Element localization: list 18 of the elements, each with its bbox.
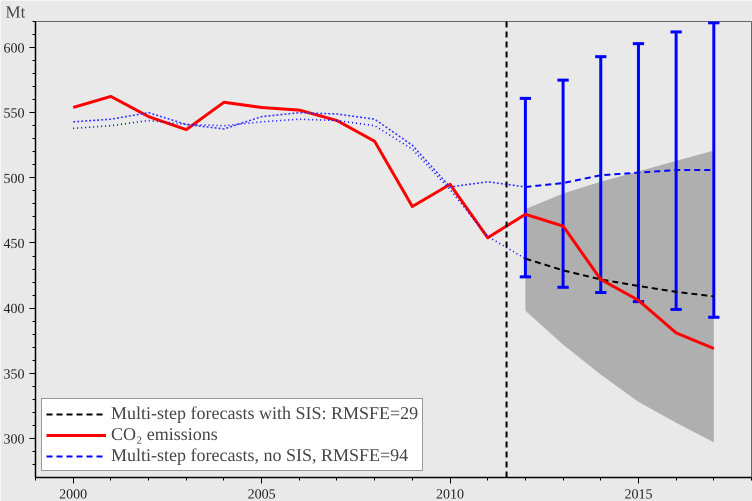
x-tick-label: 2000 — [59, 488, 88, 501]
y-tick-label: 500 — [4, 172, 24, 187]
y-axis-title: Mt — [6, 2, 26, 22]
x-tick-label: 2005 — [248, 488, 276, 501]
y-tick-label: 600 — [4, 42, 24, 57]
y-tick-label: 350 — [4, 367, 24, 382]
y-tick-label: 450 — [4, 236, 24, 252]
legend-label: Multi-step forecasts with SIS: RMSFE=29 — [111, 403, 418, 424]
y-tick-label: 550 — [4, 106, 24, 122]
x-tick-label: 2010 — [436, 488, 464, 501]
line-series — [72, 112, 526, 188]
y-tick-label: 300 — [4, 432, 24, 448]
line-series — [524, 258, 715, 298]
legend-label: Multi-step forecasts, no SIS, RMSFE=94 — [111, 445, 408, 466]
line-series — [72, 94, 716, 350]
x-tick-label: 2015 — [624, 488, 652, 501]
legend-label: CO₂ emissions — [111, 424, 218, 445]
y-tick-label: 400 — [4, 302, 24, 318]
